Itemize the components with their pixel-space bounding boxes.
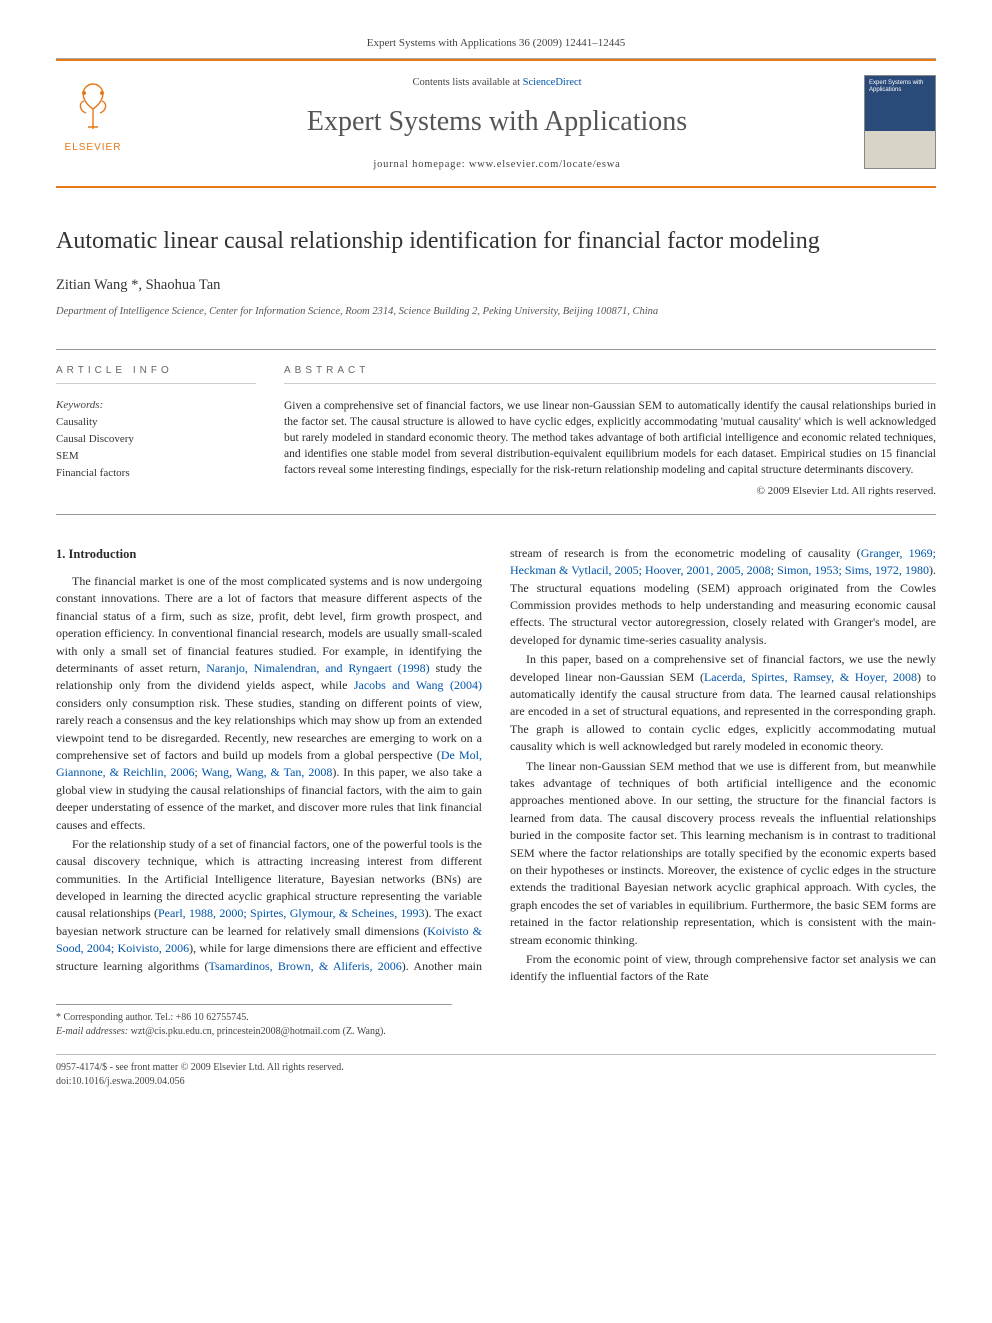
header-inner: ELSEVIER Contents lists available at Sci… — [56, 61, 936, 186]
footnotes: * Corresponding author. Tel.: +86 10 627… — [56, 1004, 452, 1040]
emails: wzt@cis.pku.edu.cn, princestein2008@hotm… — [128, 1026, 386, 1037]
authors: Zitian Wang *, Shaohua Tan — [56, 275, 936, 296]
title-block: Automatic linear causal relationship ide… — [56, 224, 936, 319]
info-abstract-row: ARTICLE INFO Keywords: Causality Causal … — [56, 349, 936, 515]
keywords-label: Keywords: — [56, 398, 256, 414]
keyword-item: SEM — [56, 449, 256, 465]
citation-link[interactable]: Jacobs and Wang (2004) — [354, 678, 482, 692]
body-columns: 1. Introduction The financial market is … — [56, 545, 936, 986]
sciencedirect-link[interactable]: ScienceDirect — [523, 77, 582, 88]
copyright-line: © 2009 Elsevier Ltd. All rights reserved… — [284, 484, 936, 500]
homepage-prefix: journal homepage: — [373, 159, 468, 170]
keyword-item: Causal Discovery — [56, 432, 256, 448]
publisher-name: ELSEVIER — [65, 141, 122, 156]
publisher-logo: ELSEVIER — [56, 75, 130, 159]
citation-link[interactable]: Lacerda, Spirtes, Ramsey, & Hoyer, 2008 — [704, 670, 917, 684]
email-line: E-mail addresses: wzt@cis.pku.edu.cn, pr… — [56, 1025, 452, 1040]
contents-prefix: Contents lists available at — [412, 77, 522, 88]
article-info-head: ARTICLE INFO — [56, 364, 256, 384]
page-root: Expert Systems with Applications 36 (200… — [0, 0, 992, 1126]
corresponding-author: * Corresponding author. Tel.: +86 10 627… — [56, 1011, 452, 1026]
body-paragraph: In this paper, based on a comprehensive … — [510, 651, 936, 755]
citation-link[interactable]: Naranjo, Nimalendran, and Ryngaert (1998… — [206, 661, 429, 675]
keyword-item: Causality — [56, 415, 256, 431]
abstract-head: ABSTRACT — [284, 364, 936, 384]
citation-link[interactable]: Pearl, 1988, 2000; Spirtes, Glymour, & S… — [158, 906, 425, 920]
front-matter-line: 0957-4174/$ - see front matter © 2009 El… — [56, 1061, 344, 1090]
elsevier-tree-icon — [66, 79, 120, 137]
affiliation: Department of Intelligence Science, Cent… — [56, 304, 936, 319]
abstract-col: ABSTRACT Given a comprehensive set of fi… — [284, 364, 936, 500]
email-label: E-mail addresses: — [56, 1026, 128, 1037]
citation-line: Expert Systems with Applications 36 (200… — [56, 36, 936, 52]
journal-header: ELSEVIER Contents lists available at Sci… — [56, 58, 936, 188]
meta-footer: 0957-4174/$ - see front matter © 2009 El… — [56, 1054, 936, 1090]
homepage-url: www.elsevier.com/locate/eswa — [469, 159, 621, 170]
abstract-text: Given a comprehensive set of financial f… — [284, 398, 936, 478]
body-paragraph: The financial market is one of the most … — [56, 573, 482, 834]
section-heading: 1. Introduction — [56, 545, 482, 563]
header-center: Contents lists available at ScienceDirec… — [148, 75, 846, 172]
keyword-item: Financial factors — [56, 466, 256, 482]
article-title: Automatic linear causal relationship ide… — [56, 224, 936, 259]
contents-line: Contents lists available at ScienceDirec… — [148, 75, 846, 90]
article-info-col: ARTICLE INFO Keywords: Causality Causal … — [56, 364, 256, 500]
cover-text: Expert Systems with Applications — [869, 80, 931, 93]
doi-line: doi:10.1016/j.eswa.2009.04.056 — [56, 1075, 344, 1090]
journal-cover-thumb: Expert Systems with Applications — [864, 75, 936, 169]
body-paragraph: From the economic point of view, through… — [510, 951, 936, 986]
journal-name: Expert Systems with Applications — [148, 102, 846, 143]
homepage-line: journal homepage: www.elsevier.com/locat… — [148, 157, 846, 172]
citation-link[interactable]: Tsamardinos, Brown, & Aliferis, 2006 — [208, 959, 401, 973]
body-paragraph: The linear non-Gaussian SEM method that … — [510, 758, 936, 949]
